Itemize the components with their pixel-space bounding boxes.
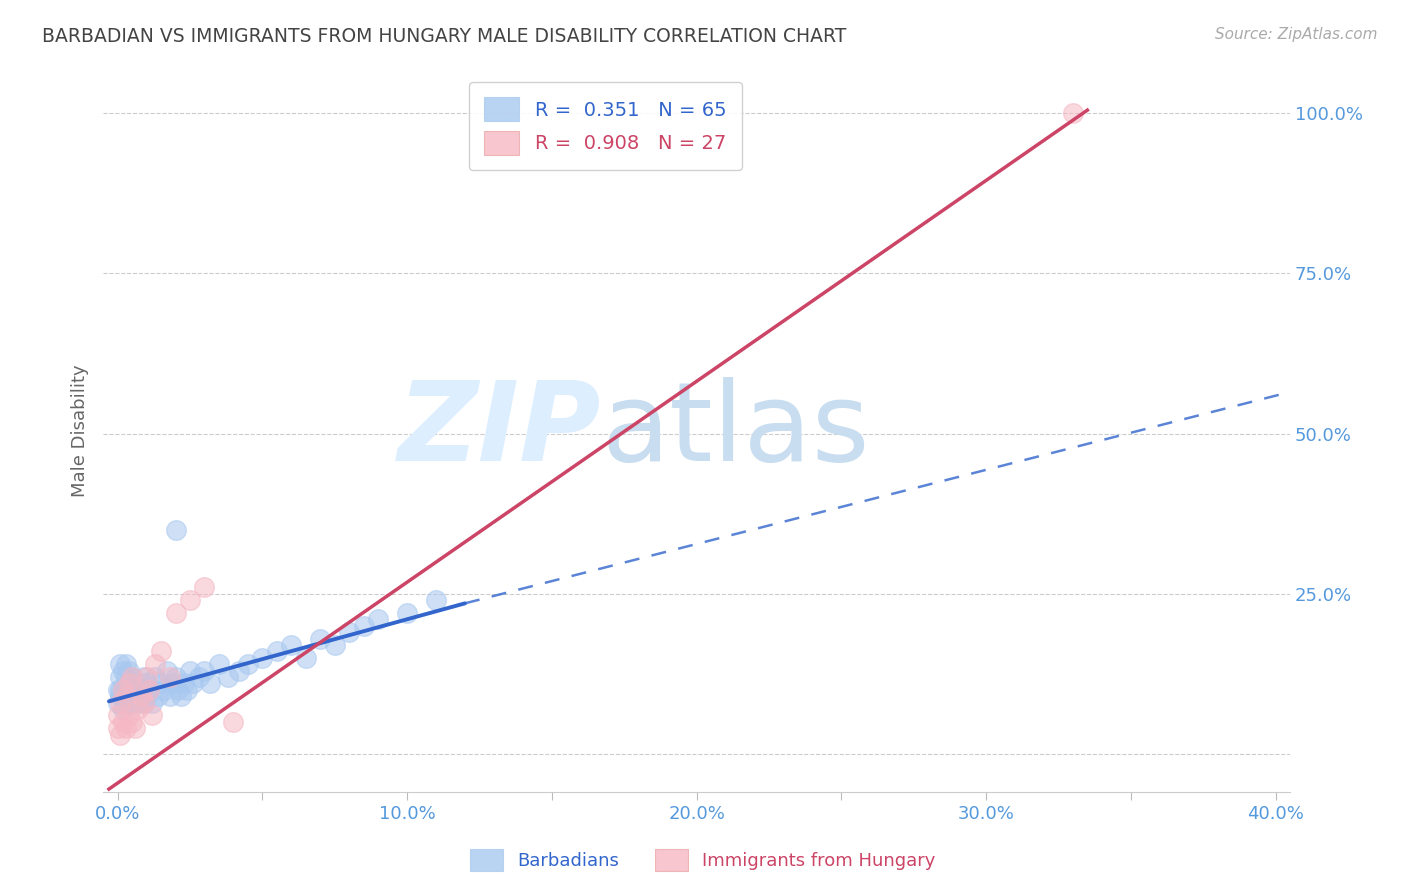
Point [193,580,215,594]
Point [112,714,135,729]
Point [1062,106,1084,120]
Point [129,690,152,704]
Point [176,682,198,697]
Point [138,682,160,697]
Point [159,690,181,704]
Point [425,593,447,607]
Text: ZIP: ZIP [398,377,602,483]
Legend: R =  0.351   N = 65, R =  0.908   N = 27: R = 0.351 N = 65, R = 0.908 N = 27 [470,82,742,170]
Point [115,690,138,704]
Point [129,690,152,704]
Point [121,670,143,684]
Point [150,676,173,690]
Point [110,682,132,697]
Point [110,690,132,704]
Point [165,670,187,684]
Point [138,682,160,697]
Point [118,676,141,690]
Point [112,690,135,704]
Legend: Barbadians, Immigrants from Hungary: Barbadians, Immigrants from Hungary [463,842,943,879]
Point [115,696,138,710]
Y-axis label: Male Disability: Male Disability [72,364,89,497]
Point [135,670,157,684]
Point [179,593,201,607]
Point [294,650,316,665]
Point [309,632,332,646]
Point [208,657,231,672]
Point [110,728,132,742]
Point [112,682,135,697]
Point [118,676,141,690]
Point [181,676,204,690]
Point [150,644,173,658]
Point [110,670,132,684]
Point [200,676,222,690]
Point [121,670,143,684]
Point [156,664,179,678]
Point [132,696,155,710]
Point [173,676,195,690]
Point [112,664,135,678]
Point [143,670,166,684]
Point [337,625,360,640]
Point [228,664,250,678]
Point [217,670,239,684]
Point [127,702,149,716]
Point [121,682,143,697]
Point [110,657,132,672]
Point [187,670,209,684]
Text: Source: ZipAtlas.com: Source: ZipAtlas.com [1215,27,1378,42]
Point [124,690,146,704]
Point [222,714,245,729]
Point [107,721,129,735]
Point [107,696,129,710]
Point [118,690,141,704]
Point [115,682,138,697]
Point [236,657,259,672]
Point [323,638,346,652]
Point [193,664,215,678]
Point [165,606,187,620]
Point [118,708,141,723]
Point [135,690,157,704]
Point [170,690,193,704]
Point [179,664,201,678]
Point [132,670,155,684]
Point [127,696,149,710]
Point [118,664,141,678]
Point [146,690,169,704]
Point [124,721,146,735]
Text: atlas: atlas [602,377,870,483]
Point [124,676,146,690]
Point [107,682,129,697]
Point [115,670,138,684]
Point [167,682,190,697]
Point [132,696,155,710]
Point [115,657,138,672]
Point [129,676,152,690]
Point [121,714,143,729]
Point [112,682,135,697]
Point [121,696,143,710]
Point [367,612,389,626]
Point [252,650,274,665]
Point [143,657,166,672]
Point [107,708,129,723]
Point [141,696,163,710]
Point [112,702,135,716]
Point [165,523,187,537]
Text: BARBADIAN VS IMMIGRANTS FROM HUNGARY MALE DISABILITY CORRELATION CHART: BARBADIAN VS IMMIGRANTS FROM HUNGARY MAL… [42,27,846,45]
Point [353,619,375,633]
Point [153,682,176,697]
Point [266,644,288,658]
Point [110,696,132,710]
Point [135,676,157,690]
Point [396,606,419,620]
Point [127,682,149,697]
Point [141,708,163,723]
Point [162,676,184,690]
Point [115,721,138,735]
Point [159,670,181,684]
Point [280,638,302,652]
